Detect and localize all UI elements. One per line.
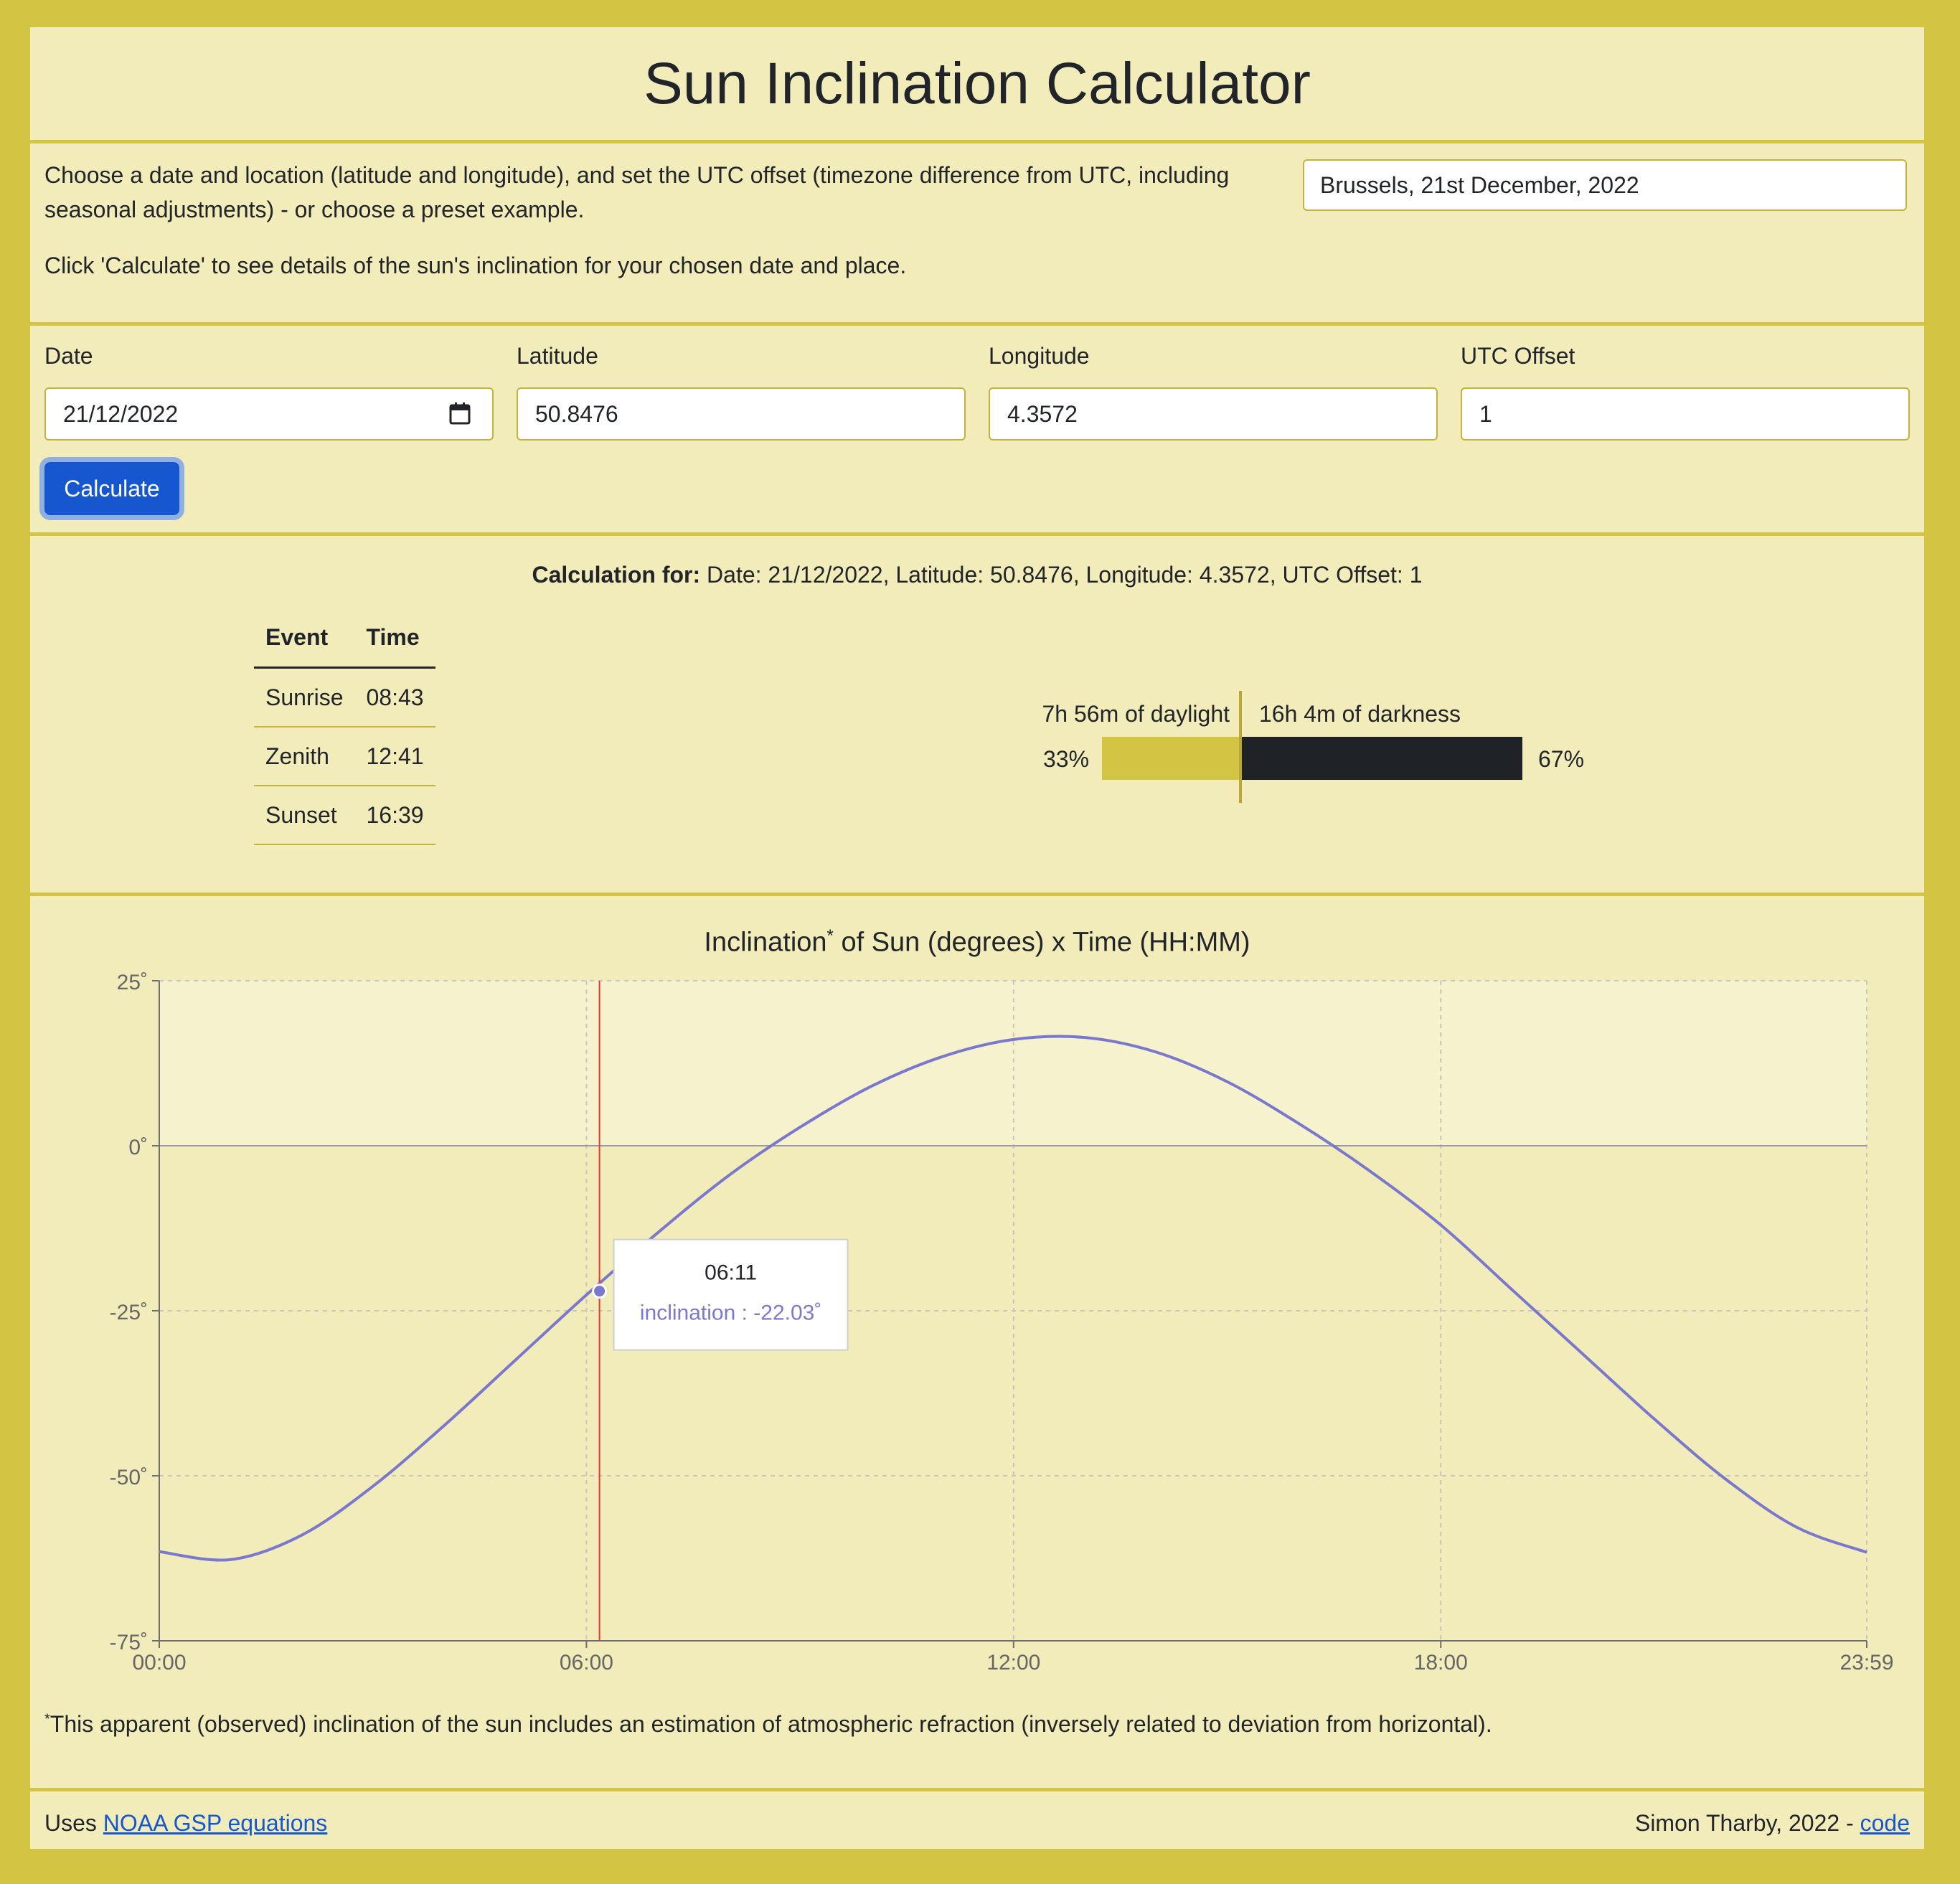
input-form: Date 21/12/2022 Latitude 50.8476 Longitu… [30, 326, 1924, 532]
chart-title-main: Inclination [704, 927, 827, 958]
x-tick-label: 00:00 [132, 1651, 186, 1675]
divider [30, 140, 1924, 143]
calculate-button[interactable]: Calculate [44, 462, 179, 515]
intro-line-1: Choose a date and location (latitude and… [44, 162, 1230, 188]
header: Sun Inclination Calculator [30, 27, 1924, 140]
daylight-bar [1102, 737, 1240, 780]
x-tick-label: 12:00 [986, 1651, 1040, 1675]
hover-point[interactable] [592, 1284, 608, 1299]
intro-line-3: Click 'Calculate' to see details of the … [44, 253, 907, 278]
uses-text: Uses [44, 1810, 103, 1836]
chart-tooltip [613, 1238, 849, 1351]
table-row: Sunrise 08:43 [254, 667, 435, 727]
divider [30, 532, 1924, 536]
x-tick-label: 23:59 [1839, 1651, 1893, 1675]
latitude-input[interactable]: 50.8476 [517, 387, 966, 441]
latitude-label: Latitude [517, 343, 598, 369]
table-row: Sunset 16:39 [254, 786, 435, 845]
daylight-percent: 33% [1043, 746, 1090, 772]
x-tick-label: 18:00 [1414, 1651, 1468, 1675]
utc-offset-label: UTC Offset [1461, 343, 1575, 369]
code-link[interactable]: code [1860, 1810, 1910, 1836]
divider [30, 1788, 1924, 1791]
daylight-marker [1239, 691, 1242, 803]
column-header-time: Time [354, 608, 435, 669]
chart-section: Inclination* of Sun (degrees) x Time (HH… [30, 896, 1924, 1788]
footer-author: Simon Tharby, 2022 - code [1635, 1810, 1910, 1837]
event-time: 16:39 [354, 786, 435, 845]
utc-offset-input[interactable]: 1 [1461, 387, 1910, 441]
table-header-row: Event Time [254, 608, 435, 669]
calculation-for-label: Calculation for: [532, 562, 701, 588]
footer-credits: Uses NOAA GSP equations [44, 1810, 327, 1837]
table-row: Zenith 12:41 [254, 727, 435, 786]
chart-title-rest: of Sun (degrees) x Time (HH:MM) [833, 927, 1250, 958]
calculation-summary: Calculation for: Date: 21/12/2022, Latit… [30, 562, 1924, 588]
app: Sun Inclination Calculator Choose a date… [30, 27, 1924, 1849]
column-header-event: Event [254, 608, 355, 669]
longitude-input[interactable]: 4.3572 [989, 387, 1438, 441]
darkness-bar [1240, 737, 1522, 780]
inclination-line [159, 1035, 1867, 1562]
daylight-bar-chart: 7h 56m of daylight 16h 4m of darkness 33… [991, 679, 1594, 803]
tooltip-time: 06:11 [705, 1261, 757, 1285]
intro-section: Choose a date and location (latitude and… [30, 143, 1924, 322]
tooltip-value: inclination : -22.03˚ [640, 1301, 821, 1325]
inclination-chart[interactable]: 25˚ 0˚ -25˚ -50˚ -75˚00:00 06:00 12:00 18:00 23:… [30, 896, 1924, 1707]
chart-footnote: *This apparent (observed) inclination of… [44, 1711, 1492, 1738]
preset-select[interactable]: Brussels, 21st December, 2022 [1303, 159, 1907, 211]
y-tick-label: -50˚ [110, 1466, 148, 1489]
darkness-label: 16h 4m of darkness [1259, 701, 1461, 727]
darkness-percent: 67% [1538, 746, 1585, 772]
date-label: Date [44, 343, 93, 369]
calculation-for-text: Date: 21/12/2022, Latitude: 50.8476, Lon… [700, 562, 1423, 588]
x-tick-label: 06:00 [560, 1651, 613, 1675]
event-time: 08:43 [354, 667, 435, 727]
footer: Uses NOAA GSP equations Simon Tharby, 20… [30, 1791, 1924, 1849]
noaa-link[interactable]: NOAA GSP equations [103, 1810, 328, 1836]
calendar-icon[interactable] [449, 402, 471, 425]
chart-title: Inclination* of Sun (degrees) x Time (HH… [30, 926, 1924, 959]
events-table: Event Time Sunrise 08:43 Zenith 12:41 Su… [254, 608, 435, 845]
event-name: Sunset [254, 786, 355, 845]
chart-title-asterisk: * [826, 926, 834, 946]
divider [30, 892, 1924, 896]
y-tick-label: 25˚ [117, 971, 148, 994]
author-text: Simon Tharby, 2022 - [1634, 1810, 1860, 1836]
y-tick-label: -75˚ [110, 1631, 148, 1654]
daylight-label: 7h 56m of daylight [1042, 701, 1230, 727]
page-title: Sun Inclination Calculator [644, 51, 1311, 116]
footnote-text: This apparent (observed) inclination of … [50, 1711, 1492, 1737]
intro-line-2: seasonal adjustments) - or choose a pres… [44, 197, 585, 222]
footnote-asterisk: * [44, 1711, 50, 1728]
event-time: 12:41 [354, 727, 435, 786]
y-tick-label: 0˚ [128, 1136, 148, 1159]
divider [30, 322, 1924, 326]
y-tick-label: -25˚ [110, 1301, 148, 1324]
event-name: Sunrise [254, 667, 355, 727]
event-name: Zenith [254, 727, 355, 786]
date-input[interactable]: 21/12/2022 [44, 387, 494, 441]
date-value: 21/12/2022 [63, 401, 179, 427]
results-section: Calculation for: Date: 21/12/2022, Latit… [30, 536, 1924, 892]
longitude-label: Longitude [989, 343, 1090, 369]
